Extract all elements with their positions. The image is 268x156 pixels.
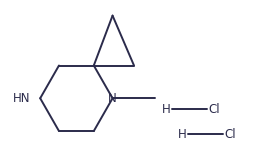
Text: Cl: Cl	[209, 103, 220, 116]
Text: HN: HN	[13, 92, 30, 105]
Text: H: H	[178, 128, 187, 141]
Text: Cl: Cl	[225, 128, 236, 141]
Text: N: N	[108, 92, 117, 105]
Text: H: H	[162, 103, 170, 116]
